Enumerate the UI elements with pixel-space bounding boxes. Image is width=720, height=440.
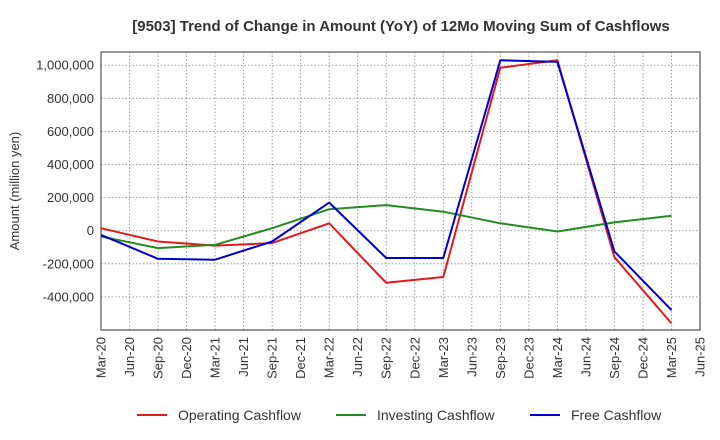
plot-frame <box>100 51 701 331</box>
series-line-free-cashflow <box>100 59 673 311</box>
y-tick-label: -200,000 <box>43 256 94 271</box>
x-tick-label: Sep-24 <box>607 337 622 379</box>
x-tick-label: Jun-25 <box>693 337 708 377</box>
x-tick-label: Mar-25 <box>664 337 679 378</box>
x-tick-label: Jun-20 <box>122 337 137 377</box>
x-tick-label: Sep-22 <box>379 337 394 379</box>
x-axis-ticks: Mar-20 Jun-20 Sep-20 Dec-20 Mar-21 Jun-21 Sep-… <box>94 337 708 379</box>
y-tick-label: -400,000 <box>43 289 94 304</box>
x-tick-label: Dec-22 <box>407 337 422 379</box>
legend: Operating Cashflow Investing Cashflow Free… <box>137 407 662 423</box>
y-tick-label: 600,000 <box>47 124 94 139</box>
x-tick-label: Dec-24 <box>635 337 650 379</box>
grid <box>100 52 701 330</box>
x-tick-label: Dec-23 <box>521 337 536 379</box>
x-tick-label: Mar-21 <box>208 337 223 378</box>
x-tick-label: Sep-20 <box>151 337 166 379</box>
y-tick-label: 0 <box>87 223 94 238</box>
x-tick-label: Mar-20 <box>94 337 109 378</box>
y-tick-label: 200,000 <box>47 190 94 205</box>
y-tick-label: 400,000 <box>47 157 94 172</box>
x-tick-label: Dec-21 <box>293 337 308 379</box>
y-axis-ticks: -400,000 -200,000 0 200,000 400,000 600,000 80… <box>36 58 94 305</box>
x-tick-label: Dec-20 <box>179 337 194 379</box>
x-tick-label: Mar-23 <box>436 337 451 378</box>
x-tick-label: Jun-23 <box>464 337 479 377</box>
x-tick-label: Jun-22 <box>350 337 365 377</box>
legend-label: Investing Cashflow <box>377 407 495 423</box>
y-tick-label: 1,000,000 <box>36 58 94 73</box>
x-tick-label: Jun-21 <box>236 337 251 377</box>
chart-title: [9503] Trend of Change in Amount (YoY) o… <box>132 18 670 35</box>
x-tick-label: Mar-22 <box>322 337 337 378</box>
y-axis-label: Amount (million yen) <box>7 132 22 251</box>
y-tick-label: 800,000 <box>47 91 94 106</box>
legend-label: Free Cashflow <box>571 407 662 423</box>
series-line-investing-cashflow <box>100 204 672 250</box>
legend-label: Operating Cashflow <box>178 407 302 423</box>
x-tick-label: Sep-21 <box>265 337 280 379</box>
x-tick-label: Mar-24 <box>550 337 565 378</box>
x-tick-label: Sep-23 <box>493 337 508 379</box>
x-tick-label: Jun-24 <box>578 337 593 377</box>
series-layer <box>100 59 673 325</box>
